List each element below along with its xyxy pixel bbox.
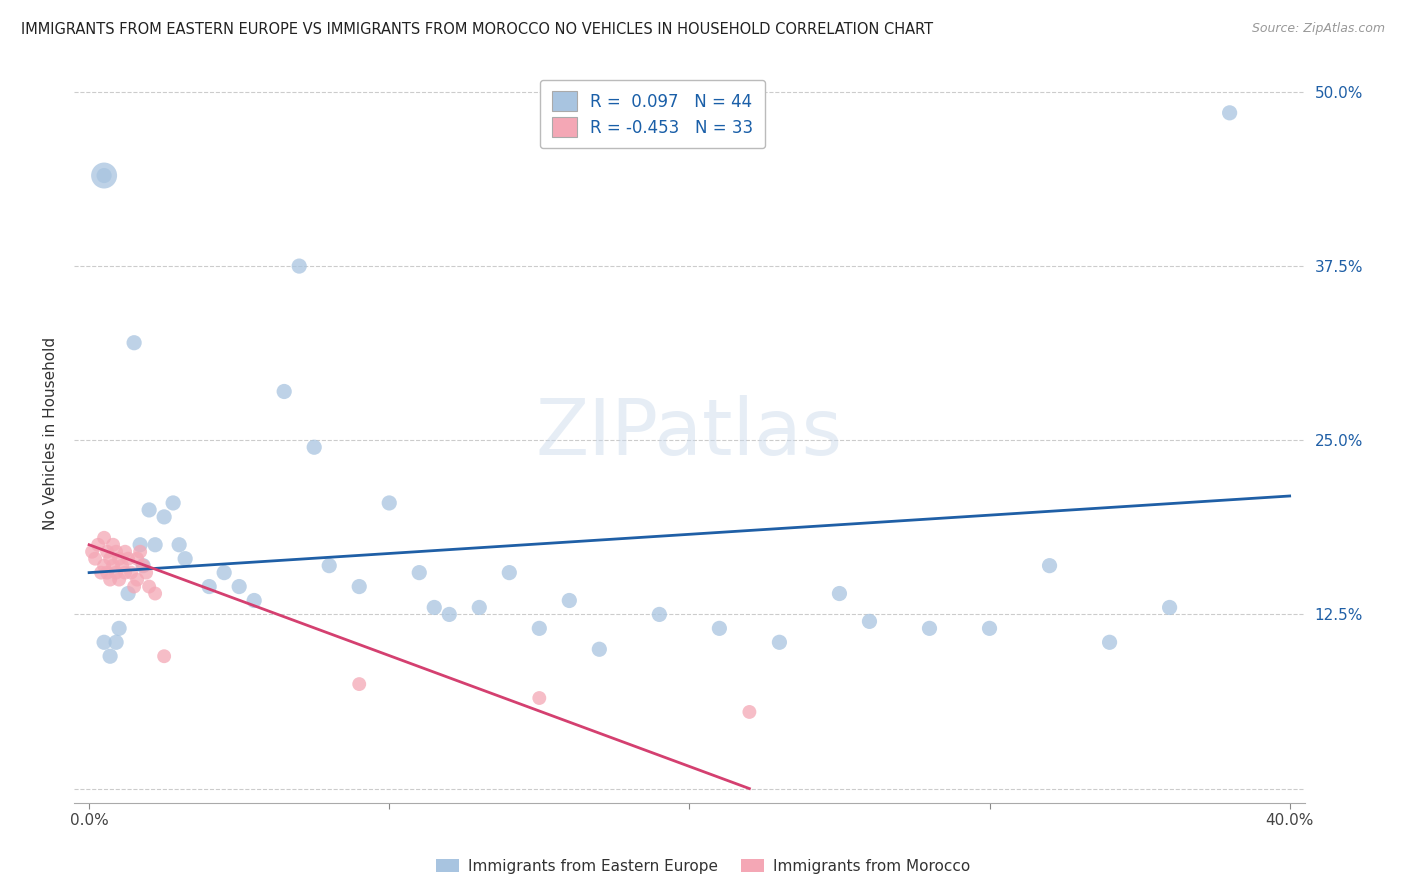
Point — [1219, 105, 1241, 120]
Point — [768, 635, 790, 649]
Point — [1098, 635, 1121, 649]
Point — [1159, 600, 1181, 615]
Point — [143, 538, 166, 552]
Point — [153, 509, 176, 524]
Y-axis label: No Vehicles in Household: No Vehicles in Household — [44, 336, 58, 530]
Point — [129, 538, 152, 552]
Point — [101, 558, 124, 573]
Point — [138, 580, 160, 594]
Point — [132, 558, 155, 573]
Point — [93, 169, 115, 183]
Text: Source: ZipAtlas.com: Source: ZipAtlas.com — [1251, 22, 1385, 36]
Point — [90, 566, 112, 580]
Point — [98, 573, 121, 587]
Point — [228, 580, 250, 594]
Point — [108, 573, 131, 587]
Point — [918, 621, 941, 635]
Point — [129, 545, 152, 559]
Point — [153, 649, 176, 664]
Point — [122, 335, 145, 350]
Point — [347, 677, 370, 691]
Point — [93, 558, 115, 573]
Point — [108, 621, 131, 635]
Point — [93, 635, 115, 649]
Point — [1038, 558, 1060, 573]
Point — [423, 600, 446, 615]
Point — [468, 600, 491, 615]
Point — [738, 705, 761, 719]
Point — [93, 531, 115, 545]
Point — [127, 573, 149, 587]
Legend: Immigrants from Eastern Europe, Immigrants from Morocco: Immigrants from Eastern Europe, Immigran… — [430, 853, 976, 880]
Point — [529, 691, 551, 706]
Point — [709, 621, 731, 635]
Point — [138, 503, 160, 517]
Point — [979, 621, 1001, 635]
Point — [98, 649, 121, 664]
Point — [212, 566, 235, 580]
Legend: R =  0.097   N = 44, R = -0.453   N = 33: R = 0.097 N = 44, R = -0.453 N = 33 — [540, 79, 765, 148]
Point — [439, 607, 461, 622]
Point — [101, 538, 124, 552]
Point — [378, 496, 401, 510]
Point — [87, 538, 110, 552]
Point — [132, 558, 155, 573]
Point — [318, 558, 340, 573]
Point — [588, 642, 610, 657]
Point — [122, 580, 145, 594]
Point — [858, 615, 880, 629]
Point — [243, 593, 266, 607]
Point — [273, 384, 295, 399]
Point — [828, 586, 851, 600]
Text: ZIPatlas: ZIPatlas — [536, 395, 842, 471]
Point — [117, 551, 139, 566]
Point — [114, 545, 136, 559]
Point — [108, 551, 131, 566]
Point — [98, 551, 121, 566]
Point — [105, 545, 128, 559]
Point — [127, 551, 149, 566]
Point — [302, 440, 325, 454]
Point — [105, 635, 128, 649]
Point — [558, 593, 581, 607]
Point — [96, 566, 118, 580]
Point — [347, 580, 370, 594]
Point — [167, 538, 190, 552]
Point — [498, 566, 520, 580]
Text: IMMIGRANTS FROM EASTERN EUROPE VS IMMIGRANTS FROM MOROCCO NO VEHICLES IN HOUSEHO: IMMIGRANTS FROM EASTERN EUROPE VS IMMIGR… — [21, 22, 934, 37]
Point — [111, 558, 134, 573]
Point — [174, 551, 197, 566]
Point — [93, 169, 115, 183]
Point — [288, 259, 311, 273]
Point — [135, 566, 157, 580]
Point — [120, 566, 142, 580]
Point — [82, 545, 104, 559]
Point — [114, 566, 136, 580]
Point — [408, 566, 430, 580]
Point — [198, 580, 221, 594]
Point — [143, 586, 166, 600]
Point — [529, 621, 551, 635]
Point — [648, 607, 671, 622]
Point — [84, 551, 107, 566]
Point — [96, 545, 118, 559]
Point — [105, 566, 128, 580]
Point — [162, 496, 184, 510]
Point — [117, 586, 139, 600]
